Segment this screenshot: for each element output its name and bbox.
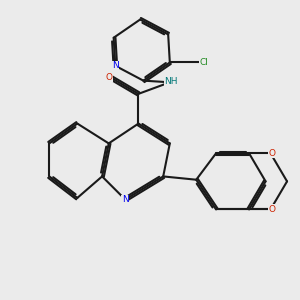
Text: N: N [122, 195, 129, 204]
Text: O: O [105, 73, 112, 82]
Text: O: O [268, 205, 275, 214]
Text: NH: NH [165, 77, 178, 86]
Text: N: N [112, 61, 119, 70]
Text: O: O [268, 149, 275, 158]
Text: Cl: Cl [200, 58, 208, 67]
